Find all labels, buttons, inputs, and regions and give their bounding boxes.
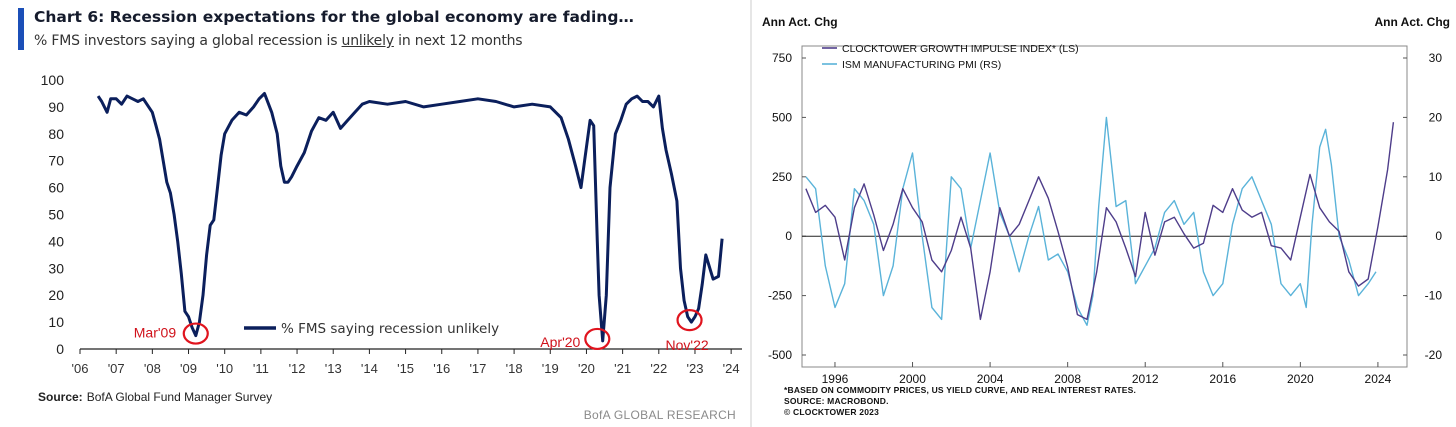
y-right-tick-label: -10	[1425, 289, 1443, 303]
y-right-tick-label: 30	[1429, 51, 1443, 65]
fms-recession-chart-panel: Chart 6: Recession expectations for the …	[18, 8, 742, 422]
x-tick-label: 2024	[1365, 372, 1392, 386]
x-tick-label: '16	[433, 361, 450, 376]
x-tick-label: '06	[72, 361, 89, 376]
growth-impulse-line	[805, 122, 1395, 321]
y-left-tick-label: 500	[772, 110, 792, 124]
y-right-tick-label: 0	[1435, 229, 1442, 243]
subtitle-emphasis: unlikely	[341, 33, 395, 49]
y-right-tick-label: 20	[1429, 110, 1443, 124]
subtitle-before: % FMS investors saying a global recessio…	[34, 33, 342, 49]
y-tick-label: 40	[48, 233, 64, 249]
annotation-circle	[584, 327, 611, 351]
fms-line-chart: 0 10 20 30 40 50 60 70 80 90 100 '06 '07 '08 '09 '10 '11…	[41, 72, 742, 376]
x-tick-label: '24	[723, 361, 740, 376]
y-tick-label: 90	[48, 99, 64, 115]
y-tick-label: 50	[48, 207, 64, 223]
x-tick-label: '13	[325, 361, 342, 376]
chart-source: Source: BofA Global Fund Manager Survey	[38, 390, 272, 404]
y-left-tick-label: 0	[785, 229, 792, 243]
y-tick-label: 100	[41, 72, 65, 88]
source-label: Source:	[38, 390, 83, 404]
x-tick-label: '08	[144, 361, 161, 376]
footnote-copyright: © CLOCKTOWER 2023	[784, 407, 879, 417]
x-tick-label: '22	[650, 361, 667, 376]
x-tick-label: '09	[180, 361, 197, 376]
panel-divider	[750, 0, 752, 427]
y-right-tick-label: -20	[1425, 348, 1443, 362]
x-tick-label: 2016	[1209, 372, 1236, 386]
subtitle-after: in next 12 months	[393, 33, 523, 49]
y-left-tick-label: -250	[768, 289, 792, 303]
y-tick-label: 10	[48, 314, 64, 330]
annotation-circle	[182, 322, 209, 345]
annotation-label: Mar'09	[134, 325, 177, 341]
annotation-circle	[676, 309, 703, 332]
x-tick-label: '18	[506, 361, 523, 376]
annotation-label: Nov'22	[666, 337, 709, 353]
x-tick-label: '19	[542, 361, 559, 376]
brand-label: BofA GLOBAL RESEARCH	[583, 408, 736, 422]
x-tick-label: '23	[686, 361, 703, 376]
y-tick-label: 60	[48, 180, 64, 196]
y-tick-label: 0	[56, 341, 64, 357]
x-tick-label: '20	[578, 361, 595, 376]
y-tick-label: 70	[48, 153, 64, 169]
x-tick-label: 1996	[822, 372, 849, 386]
x-tick-label: 2004	[977, 372, 1004, 386]
x-tick-label: '10	[216, 361, 233, 376]
y-left-axis-title: Ann Act. Chg	[762, 15, 838, 29]
x-tick-label: '11	[253, 361, 269, 376]
legend-label: % FMS saying recession unlikely	[281, 321, 499, 337]
footnote-source: SOURCE: MACROBOND.	[784, 396, 889, 406]
y-tick-label: 80	[48, 126, 64, 142]
growth-impulse-chart: Ann Act. Chg Ann Act. Chg 750 500 250 0 -250 -5…	[762, 15, 1450, 386]
x-tick-label: 2000	[899, 372, 926, 386]
legend-label-growth-impulse: CLOCKTOWER GROWTH IMPULSE INDEX* (LS)	[842, 43, 1079, 55]
x-tick-label: '12	[289, 361, 306, 376]
footnote-methodology: *BASED ON COMMODITY PRICES, US YIELD CUR…	[784, 385, 1137, 395]
x-tick-label: '07	[108, 361, 125, 376]
x-tick-label: '14	[361, 361, 378, 376]
clocktower-chart-panel: Ann Act. Chg Ann Act. Chg 750 500 250 0 -250 -5…	[752, 0, 1456, 427]
y-right-axis-title: Ann Act. Chg	[1374, 15, 1450, 29]
y-left-tick-label: 750	[772, 51, 792, 65]
x-tick-label: '21	[614, 361, 631, 376]
ism-pmi-line	[805, 116, 1377, 326]
y-tick-label: 20	[48, 287, 64, 303]
annotation-label: Apr'20	[540, 334, 580, 350]
y-tick-label: 30	[48, 260, 64, 276]
x-tick-label: 2020	[1287, 372, 1314, 386]
fms-series-line	[96, 92, 724, 343]
chart-subtitle: % FMS investors saying a global recessio…	[34, 33, 523, 49]
x-tick-label: '15	[397, 361, 414, 376]
y-left-tick-label: 250	[772, 170, 792, 184]
title-accent-bar	[18, 8, 24, 50]
x-tick-label: '17	[469, 361, 486, 376]
y-left-tick-label: -500	[768, 348, 792, 362]
x-tick-label: 2008	[1054, 372, 1081, 386]
legend-label-ism-pmi: ISM MANUFACTURING PMI (RS)	[842, 59, 1001, 71]
x-tick-label: 2012	[1132, 372, 1159, 386]
chart-title: Chart 6: Recession expectations for the …	[34, 8, 634, 26]
y-right-tick-label: 10	[1429, 170, 1443, 184]
plot-frame	[801, 45, 1408, 368]
source-text: BofA Global Fund Manager Survey	[86, 390, 273, 404]
